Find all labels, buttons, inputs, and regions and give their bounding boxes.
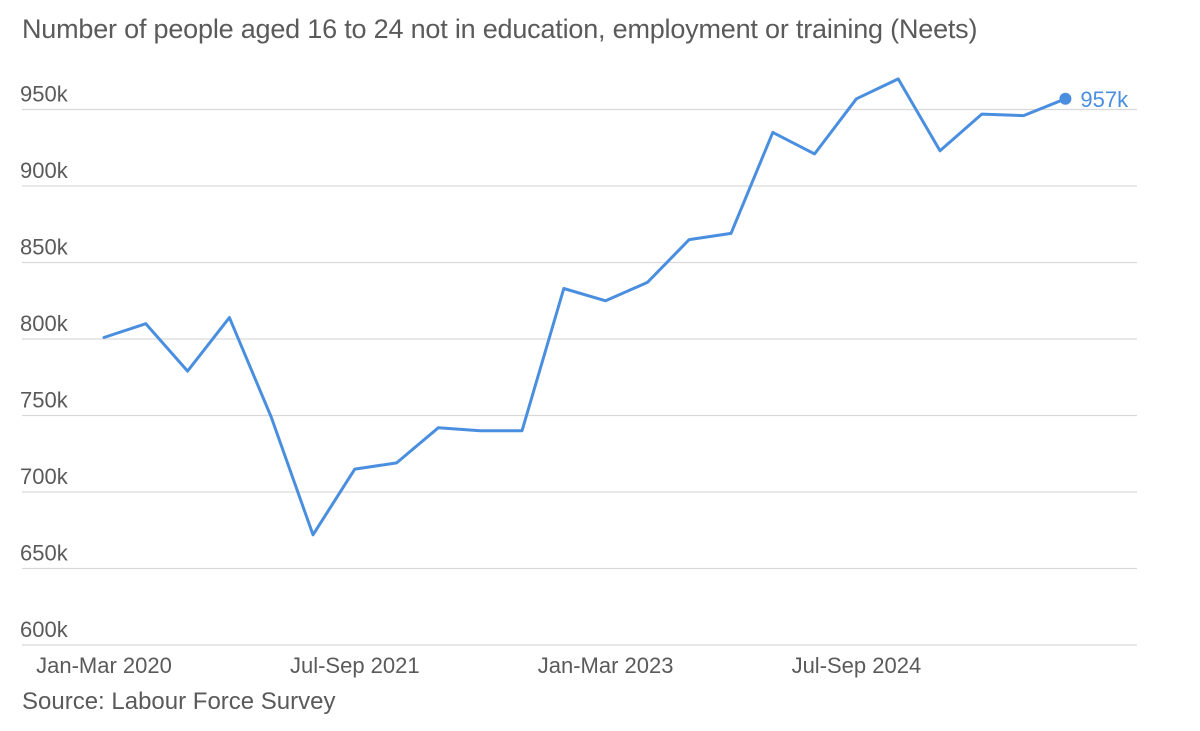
chart-source: Source: Labour Force Survey <box>22 688 336 715</box>
y-tick-label: 700k <box>20 464 69 489</box>
y-tick-label: 800k <box>20 311 69 336</box>
x-tick-label: Jul-Sep 2024 <box>792 653 922 678</box>
y-axis-ticks: 600k 650k 700k 750k 800k 850k 900k 950k <box>20 82 69 643</box>
end-value-label: 957k <box>1080 87 1129 112</box>
series-layer: 957k <box>102 77 1129 537</box>
series-line <box>102 77 1067 537</box>
x-tick-label: Jul-Sep 2021 <box>290 653 420 678</box>
y-tick-label: 950k <box>20 82 69 107</box>
y-tick-label: 650k <box>20 541 69 566</box>
chart-title: Number of people aged 16 to 24 not in ed… <box>22 14 978 44</box>
x-tick-label: Jan-Mar 2023 <box>538 653 674 678</box>
y-tick-label: 850k <box>20 235 69 260</box>
y-tick-label: 750k <box>20 388 69 413</box>
x-axis-ticks: Jan-Mar 2020 Jul-Sep 2021 Jan-Mar 2023 Jul-… <box>36 653 921 678</box>
y-tick-label: 600k <box>20 617 69 642</box>
end-point-marker <box>1059 92 1072 105</box>
y-tick-label: 900k <box>20 158 69 183</box>
grid-lines <box>22 108 1137 646</box>
x-tick-label: Jan-Mar 2020 <box>36 653 172 678</box>
